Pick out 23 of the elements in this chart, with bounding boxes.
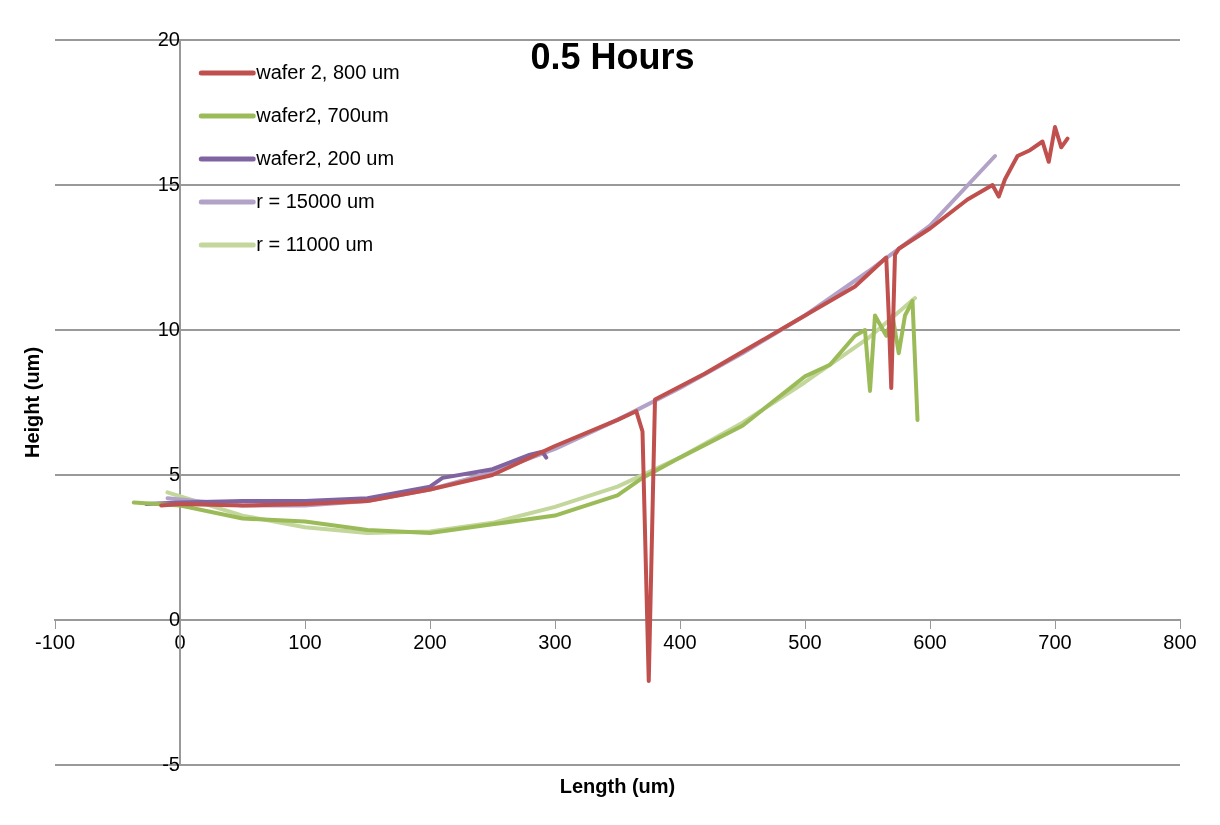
y-tick-label: 0 [168,607,180,630]
chart-title: 0.5 Hours [530,35,695,77]
y-tick-label: 15 [157,172,180,195]
y-tick-label: 10 [157,317,180,340]
legend-label: r = 11000 um [256,232,374,255]
y-tick-label: -5 [162,752,180,775]
x-tick-label: 600 [913,630,947,653]
x-axis-title: Length (um) [559,774,676,797]
x-tick-label: 100 [288,630,322,653]
y-tick-label: 5 [168,462,180,485]
legend-label: wafer2, 700um [255,103,389,126]
legend-label: r = 15000 um [256,189,375,212]
x-tick-label: 700 [1038,630,1072,653]
x-tick-label: -100 [34,630,76,653]
x-tick-label: 400 [663,630,697,653]
x-tick-label: 300 [538,630,572,653]
y-axis-title: Height (um) [20,346,43,459]
x-tick-label: 800 [1163,630,1197,653]
x-tick-label: 200 [413,630,447,653]
y-tick-label: 20 [157,27,180,50]
legend-label: wafer2, 200 um [255,146,395,169]
x-tick-label: 500 [788,630,822,653]
legend-label: wafer 2, 800 um [255,60,400,83]
